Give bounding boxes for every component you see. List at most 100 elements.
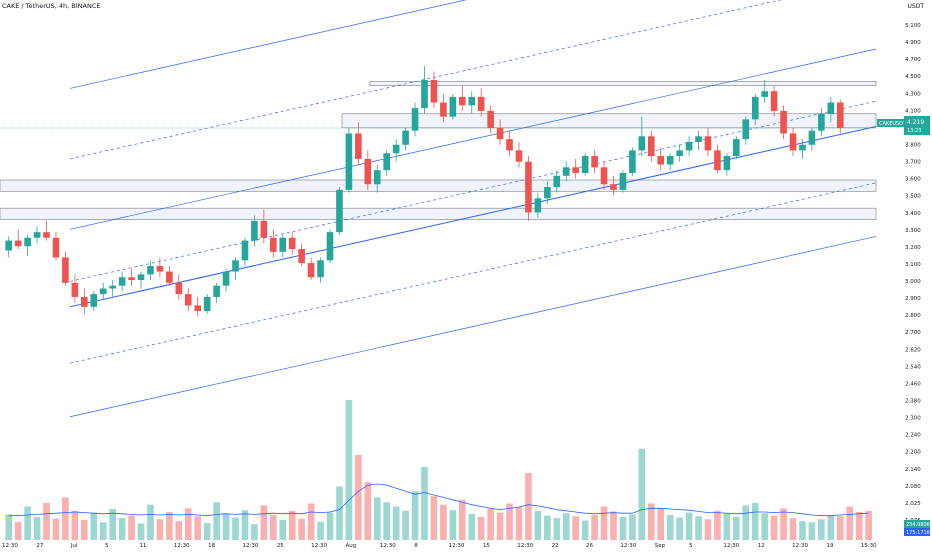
volume-value-2: 175.171K	[906, 530, 931, 536]
volume-bar	[62, 497, 69, 540]
candle-body	[373, 170, 381, 185]
volume-bar	[222, 513, 230, 540]
time-tick-label: 12	[758, 543, 765, 549]
volume-bar	[147, 504, 154, 540]
candle-body	[81, 296, 88, 307]
volume-bar	[194, 516, 202, 540]
price-tick-label: 3.000	[905, 279, 921, 285]
price-tick-label: 2.620	[905, 347, 921, 353]
price-tick-label: 2.380	[905, 399, 921, 405]
volume-ma-line	[8, 483, 869, 517]
volume-bar	[685, 512, 693, 540]
candle-body	[770, 91, 778, 111]
candle-body	[600, 167, 608, 185]
volume-bar	[260, 505, 268, 540]
time-tick-label: 12:30	[242, 543, 258, 549]
time-tick-label: 19	[826, 543, 833, 549]
candle-body	[99, 288, 107, 295]
candle-body	[685, 141, 693, 151]
candle-body	[156, 265, 164, 272]
candle-body	[279, 237, 287, 252]
volume-bar	[855, 512, 863, 540]
candle-body	[175, 282, 183, 295]
candle-body	[572, 167, 579, 173]
price-tick-label: 3.700	[905, 160, 921, 166]
candle-body	[704, 136, 712, 151]
candle-body	[128, 277, 135, 281]
volume-bar	[657, 508, 665, 540]
candle-body	[43, 232, 50, 238]
price-tick-label: 2.080	[905, 484, 921, 490]
volume-bar	[468, 513, 476, 540]
price-tick-label: 4.700	[905, 57, 921, 63]
volume-bar	[534, 510, 542, 540]
candle-body	[534, 198, 542, 213]
price-tick-label: 2.240	[905, 433, 921, 439]
volume-bar	[24, 506, 31, 540]
candle-body	[449, 96, 457, 117]
candle-body	[62, 257, 69, 283]
volume-bar	[14, 521, 22, 540]
candle-body	[553, 175, 561, 188]
candle-body	[421, 79, 428, 109]
time-tick-label: 12:30	[620, 543, 636, 549]
candle-body	[836, 102, 844, 128]
price-tick-label: 3.600	[905, 177, 921, 183]
candle-body	[440, 102, 447, 117]
candle-body	[90, 294, 98, 307]
volume-bar	[496, 512, 504, 540]
volume-bar	[714, 510, 721, 540]
volume-bar	[355, 454, 362, 540]
volume-bar	[203, 522, 211, 540]
volume-value-1: 234.980K	[906, 522, 931, 528]
candle-body	[241, 240, 249, 261]
time-tick-label: 26	[586, 543, 593, 549]
volume-bar	[572, 516, 579, 540]
candle-body	[260, 220, 268, 238]
price-tick-label: 2.460	[905, 381, 921, 387]
volume-bar	[836, 516, 844, 540]
candle-body	[222, 271, 230, 286]
volume-bar	[808, 522, 816, 540]
volume-bar	[430, 496, 438, 540]
time-tick-label: 18	[208, 543, 215, 549]
price-tick-label: 4.500	[905, 74, 921, 80]
candle-body	[166, 271, 173, 283]
volume-bar	[43, 502, 50, 540]
chart-title: CAKE / TetherUS, 4h, BINANCE	[2, 2, 101, 10]
candle-body	[657, 156, 665, 165]
time-tick-label: 12:30	[792, 543, 808, 549]
volume-bar	[156, 519, 164, 540]
volume-bar	[298, 518, 305, 540]
volume-bar	[638, 448, 646, 540]
price-axis[interactable]: 5.1004.9004.7004.5004.3004.1003.9003.800…	[905, 23, 921, 524]
volume-bar	[742, 505, 750, 540]
price-tick-label: 3.400	[905, 211, 921, 217]
candle-body	[799, 144, 806, 151]
candle-body	[733, 139, 740, 157]
volume-bar	[402, 510, 409, 540]
time-tick-label: 12:30	[174, 543, 190, 549]
candle-body	[619, 172, 627, 190]
volume-bar	[270, 515, 277, 540]
volume-bar	[799, 521, 806, 540]
candle-body	[761, 91, 768, 97]
candle-body	[647, 136, 655, 157]
volume-bar	[251, 524, 258, 540]
candle-body	[525, 161, 532, 213]
candle-body	[298, 249, 305, 264]
last-price-badge	[904, 116, 930, 135]
price-tick-label: 2.140	[905, 467, 921, 473]
time-axis[interactable]: 12:30 27 Jul 5 11 12:30 18 12:30 25 12:30 Aug 12:30…	[2, 543, 877, 549]
candle-body	[780, 110, 787, 134]
volume-bar	[780, 508, 787, 540]
volume-bar	[562, 513, 570, 540]
candle-body	[742, 119, 750, 140]
channel-line	[69, 48, 877, 230]
candle-body	[147, 265, 154, 275]
volume-bar	[619, 516, 627, 540]
time-tick-label: 12:30	[517, 543, 533, 549]
time-tick-label: 12:30	[380, 543, 396, 549]
channel-line	[69, 236, 877, 418]
